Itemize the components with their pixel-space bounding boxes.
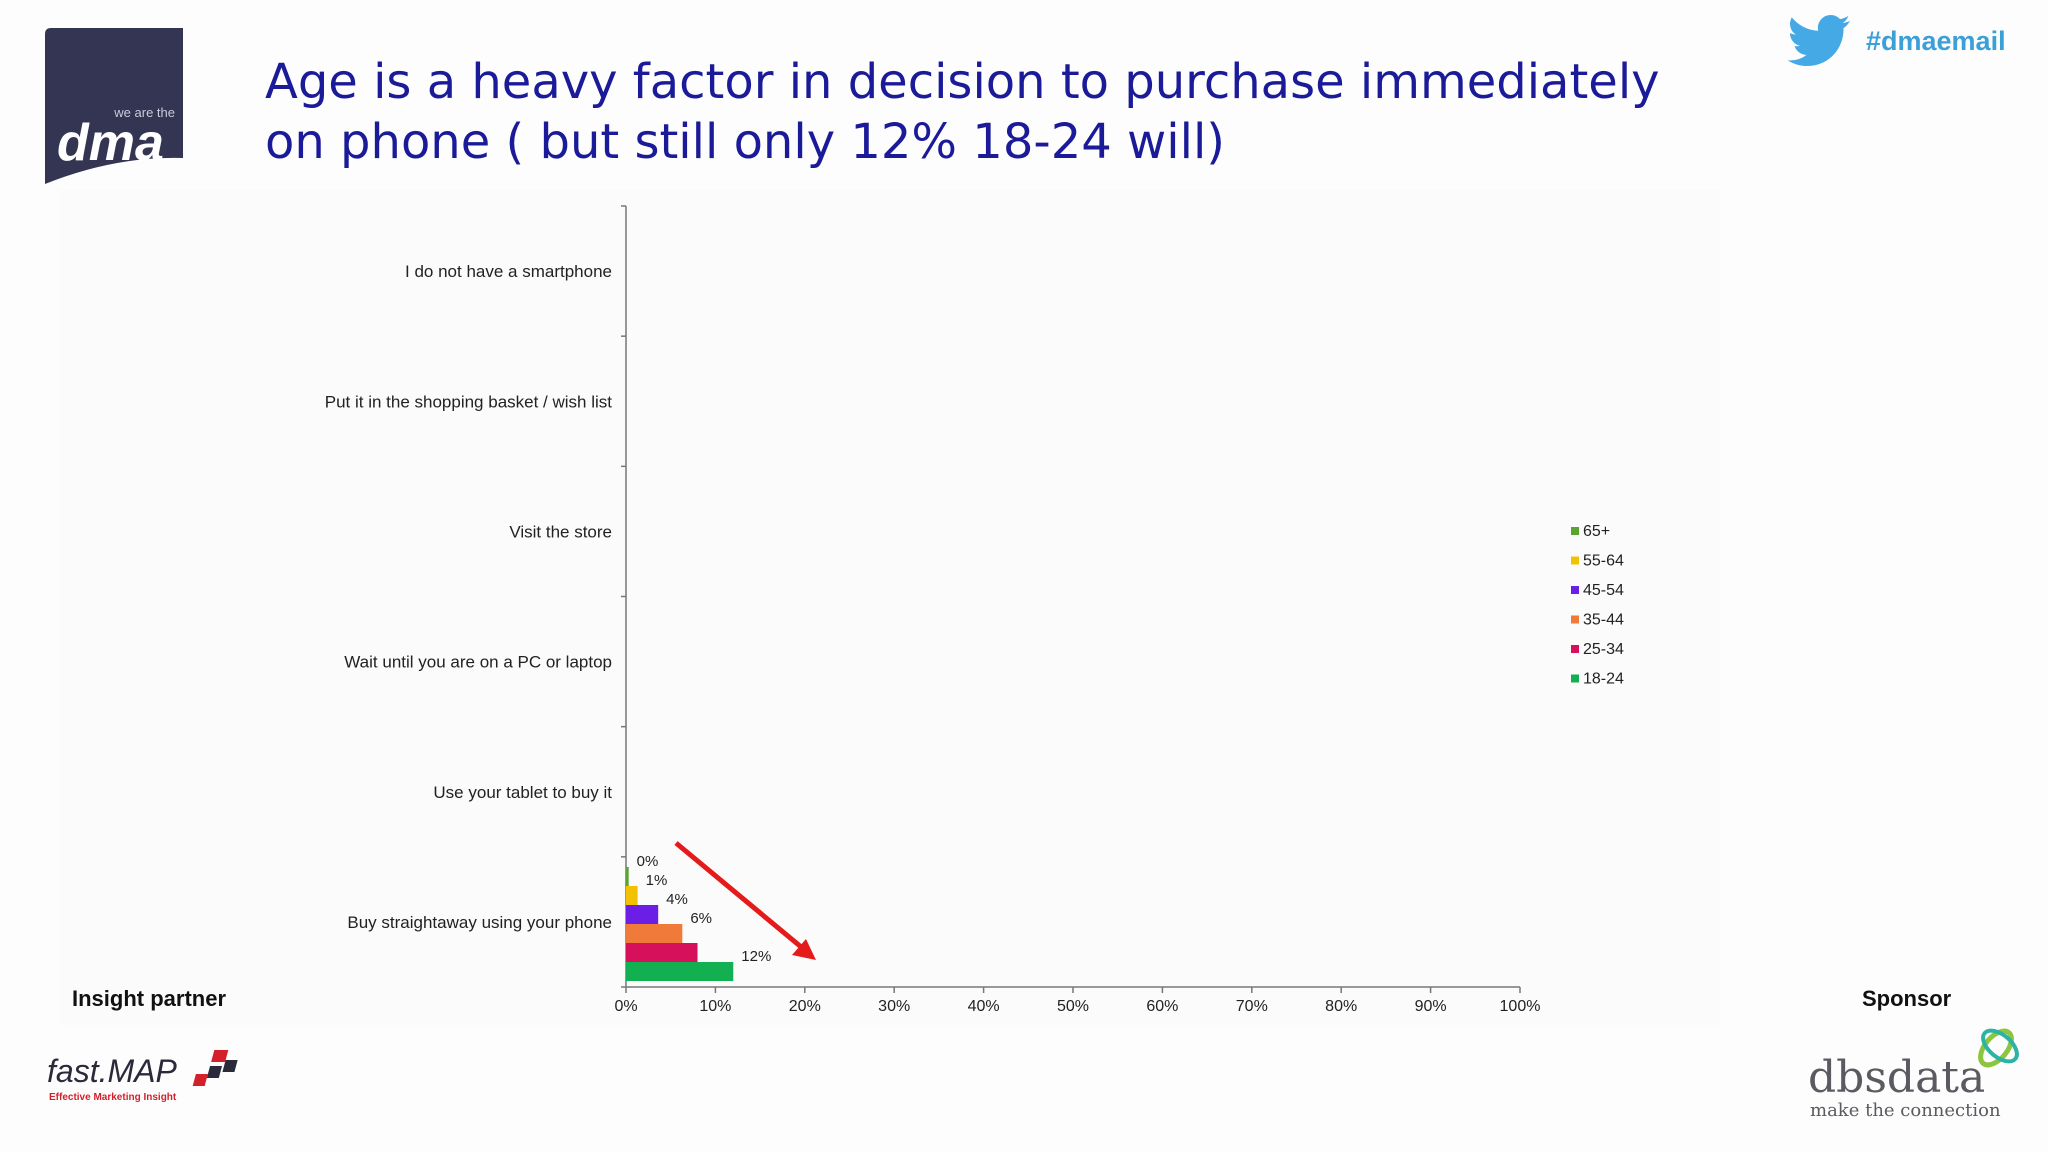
fastmap-wordmark: fast.MAP <box>47 1053 177 1089</box>
legend-swatch <box>1571 586 1579 594</box>
twitter-bird-icon <box>1788 15 1850 66</box>
slide-title: Age is a heavy factor in decision to pur… <box>265 54 1660 170</box>
trend-arrow-line <box>674 841 808 953</box>
fastmap-logo: fast.MAP Effective Marketing Insight <box>47 1050 238 1103</box>
legend-label: 25-34 <box>1583 641 1624 658</box>
legend-label: 45-54 <box>1583 582 1624 599</box>
data-label: 12% <box>741 948 771 965</box>
category-label: Visit the store <box>509 522 612 541</box>
x-tick-label: 80% <box>1325 998 1357 1015</box>
category-label: Put it in the shopping basket / wish lis… <box>325 392 613 411</box>
x-tick-labels: 0% 10% 20% 30% 40% 50% 60% 70% 80% 90% 100% <box>614 998 1540 1015</box>
dma-wordmark: dma <box>57 114 164 172</box>
category-label: Wait until you are on a PC or laptop <box>344 653 612 672</box>
dbsdata-logo: dbsdata make the connection <box>1808 1028 2019 1121</box>
trend-arrow-head <box>792 939 816 960</box>
bars <box>626 867 734 981</box>
data-labels: 0% 1% 4%6% 12% <box>637 853 772 965</box>
legend-swatch <box>1571 615 1579 624</box>
legend-swatch <box>1571 556 1579 565</box>
x-tick-label: 20% <box>789 998 821 1015</box>
legend-label: 18-24 <box>1583 671 1624 688</box>
bar-18-24 <box>626 962 734 981</box>
x-tick-label: 10% <box>699 998 731 1015</box>
x-tick-label: 70% <box>1236 998 1268 1015</box>
fastmap-tagline: Effective Marketing Insight <box>49 1092 177 1103</box>
x-tick-label: 30% <box>878 998 910 1015</box>
x-tick-label: 100% <box>1500 998 1541 1015</box>
dma-logo: we are the dma <box>45 28 183 184</box>
bar-55-64 <box>626 886 638 905</box>
legend-label: 35-44 <box>1583 612 1624 629</box>
legend-label: 65+ <box>1583 523 1610 540</box>
dma-tagline: we are the <box>113 105 175 120</box>
legend-swatch <box>1571 645 1579 653</box>
x-tick-label: 90% <box>1415 998 1447 1015</box>
insight-partner-label: Insight partner <box>72 986 227 1011</box>
category-label: Use your tablet to buy it <box>433 783 612 802</box>
bar-25-34 <box>626 943 698 962</box>
chart-legend: 65+ 55-64 45-54 35-44 25-34 18-24 <box>1571 523 1624 688</box>
bar-35-44 <box>626 924 683 943</box>
legend-label: 55-64 <box>1583 553 1624 570</box>
category-label: Buy straightaway using your phone <box>347 913 612 932</box>
x-tick-label: 0% <box>614 998 637 1015</box>
x-tick-label: 60% <box>1146 998 1178 1015</box>
chart-area <box>60 190 1720 1025</box>
legend-swatch <box>1571 527 1579 535</box>
hashtag: #dmaemail <box>1866 26 2006 56</box>
sponsor-label: Sponsor <box>1862 986 1952 1011</box>
data-label: 6% <box>690 910 712 927</box>
data-label: 4% <box>666 891 688 908</box>
x-tick-label: 50% <box>1057 998 1089 1015</box>
bar-65+ <box>626 867 629 886</box>
dbsdata-wordmark: dbsdata <box>1808 1052 1985 1103</box>
category-labels: I do not have a smartphone Put it in the … <box>325 262 613 932</box>
trend-arrow-annotation <box>674 841 816 960</box>
dbsdata-tagline: make the connection <box>1810 1100 2001 1121</box>
legend-swatch <box>1571 674 1579 683</box>
category-label: I do not have a smartphone <box>405 262 612 281</box>
bar-45-54 <box>626 905 659 924</box>
chart-axes <box>621 205 1521 993</box>
data-label: 0% <box>637 853 659 870</box>
x-tick-label: 40% <box>968 998 1000 1015</box>
data-label: 1% <box>646 872 668 889</box>
